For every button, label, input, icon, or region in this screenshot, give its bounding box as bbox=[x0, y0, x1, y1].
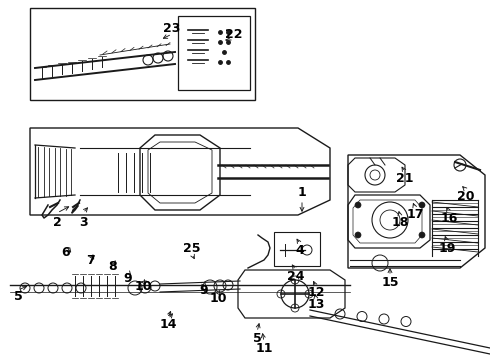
Text: 14: 14 bbox=[159, 319, 177, 332]
Text: 5: 5 bbox=[253, 332, 261, 345]
Text: 20: 20 bbox=[457, 189, 475, 202]
Text: 6: 6 bbox=[62, 246, 70, 258]
Text: 3: 3 bbox=[79, 216, 87, 229]
Text: 12: 12 bbox=[307, 287, 325, 300]
Bar bbox=[30, 8, 255, 100]
Circle shape bbox=[355, 232, 361, 238]
Text: 7: 7 bbox=[86, 253, 95, 266]
Bar bbox=[178, 16, 250, 90]
Text: 11: 11 bbox=[255, 342, 273, 355]
Text: 4: 4 bbox=[295, 243, 304, 256]
Bar bbox=[274, 232, 320, 266]
Text: 9: 9 bbox=[200, 284, 208, 297]
Text: 8: 8 bbox=[109, 261, 117, 274]
Text: 16: 16 bbox=[441, 211, 458, 225]
Text: 22: 22 bbox=[225, 27, 243, 40]
Text: 10: 10 bbox=[134, 280, 152, 293]
Circle shape bbox=[355, 202, 361, 208]
Text: 18: 18 bbox=[392, 216, 409, 229]
Text: 5: 5 bbox=[14, 289, 23, 302]
Text: 10: 10 bbox=[209, 292, 227, 305]
Text: 23: 23 bbox=[163, 22, 181, 35]
Text: 1: 1 bbox=[297, 186, 306, 199]
Circle shape bbox=[419, 202, 425, 208]
Text: 9: 9 bbox=[123, 271, 132, 284]
Circle shape bbox=[419, 232, 425, 238]
Text: 2: 2 bbox=[52, 216, 61, 229]
Text: 19: 19 bbox=[439, 242, 456, 255]
Text: 17: 17 bbox=[406, 207, 424, 220]
Text: 13: 13 bbox=[307, 298, 325, 311]
Text: 24: 24 bbox=[287, 270, 305, 283]
Text: 21: 21 bbox=[396, 171, 414, 184]
Text: 25: 25 bbox=[183, 242, 201, 255]
Text: 15: 15 bbox=[381, 275, 399, 288]
